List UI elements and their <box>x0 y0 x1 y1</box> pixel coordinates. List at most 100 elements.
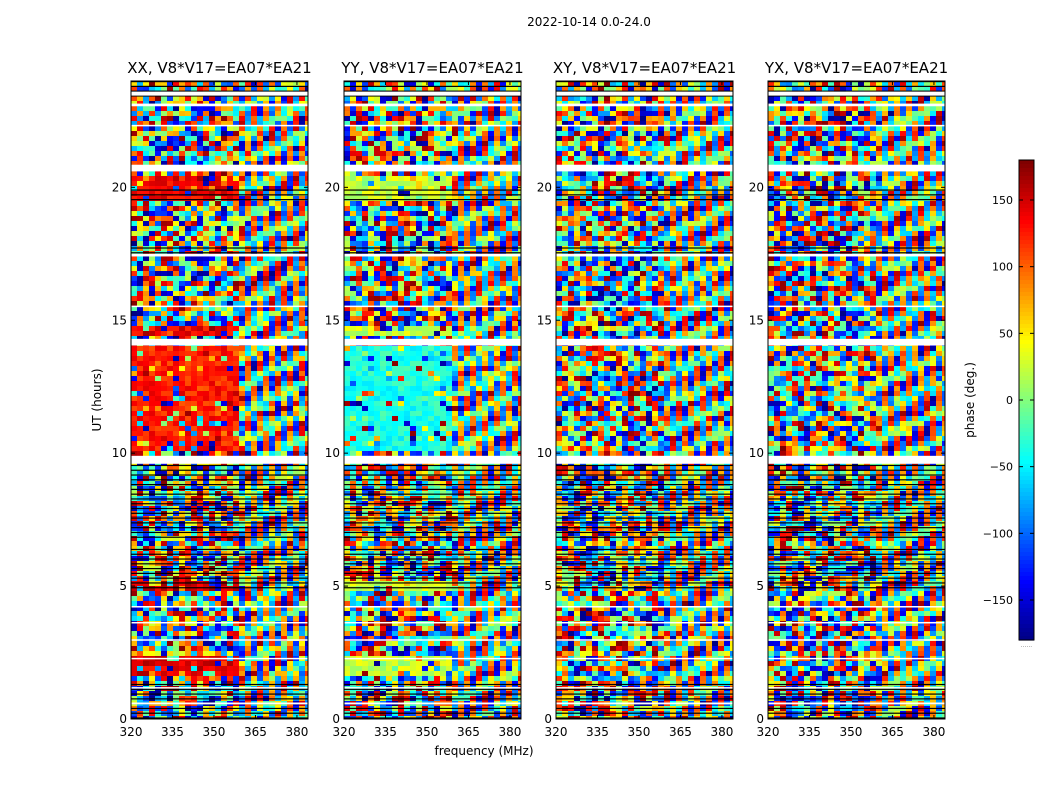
colorbar-step <box>1019 420 1034 425</box>
y-tick-label: 0 <box>332 712 340 726</box>
colorbar-step <box>1019 564 1034 569</box>
y-tick-label: 5 <box>756 579 764 593</box>
colorbar-label: phase (deg.) <box>963 362 977 438</box>
colorbar-step <box>1019 212 1034 217</box>
y-tick-label: 0 <box>544 712 552 726</box>
colorbar-step <box>1019 464 1034 469</box>
y-axis-label: UT (hours) <box>90 368 104 431</box>
colorbar-step <box>1019 236 1034 241</box>
colorbar-step <box>1019 360 1034 365</box>
x-tick-label: 350 <box>416 725 439 739</box>
y-tick-label: 10 <box>112 446 127 460</box>
colorbar-step <box>1019 356 1034 361</box>
colorbar-step <box>1019 312 1034 317</box>
colorbar-step <box>1019 228 1034 233</box>
colorbar-step <box>1019 600 1034 605</box>
colorbar-step <box>1019 588 1034 593</box>
x-tick-label: 320 <box>120 725 143 739</box>
colorbar-step <box>1019 380 1034 385</box>
colorbar-step <box>1019 416 1034 421</box>
colorbar-step <box>1019 460 1034 465</box>
panel-2-heatmap <box>556 81 733 719</box>
panel-2-title: XY, V8*V17=EA07*EA21 <box>553 59 736 77</box>
panel-3-frame <box>767 80 946 720</box>
colorbar-step <box>1019 584 1034 589</box>
colorbar-step <box>1019 160 1034 165</box>
colorbar-step <box>1019 348 1034 353</box>
colorbar-step <box>1019 572 1034 577</box>
x-tick-label: 320 <box>333 725 356 739</box>
colorbar-step <box>1019 328 1034 333</box>
colorbar-step <box>1019 480 1034 485</box>
x-tick-label: 380 <box>922 725 945 739</box>
x-tick-label: 335 <box>161 725 184 739</box>
colorbar-step <box>1019 508 1034 513</box>
colorbar-step <box>1019 340 1034 345</box>
colorbar-step <box>1019 484 1034 489</box>
colorbar-step <box>1019 368 1034 373</box>
colorbar-step <box>1019 500 1034 505</box>
panel-1: YY, V8*V17=EA07*EA21 320 335 350 365 380 0 5 10 1… <box>325 59 524 739</box>
colorbar-step <box>1019 384 1034 389</box>
x-tick-label: 350 <box>628 725 651 739</box>
y-tick-label: 15 <box>112 313 127 327</box>
colorbar-step <box>1019 540 1034 545</box>
y-tick-label: 20 <box>749 180 764 194</box>
y-tick-label: 10 <box>537 446 552 460</box>
colorbar-step <box>1019 308 1034 313</box>
colorbar-step <box>1019 624 1034 629</box>
colorbar-step <box>1019 396 1034 401</box>
x-tick-label: 380 <box>710 725 733 739</box>
colorbar-step <box>1019 268 1034 273</box>
x-tick-label: 350 <box>840 725 863 739</box>
panel-3-heatmap <box>768 81 945 719</box>
panel-0: XX, V8*V17=EA07*EA21 320 335 350 365 380 0 5 10 1… <box>112 59 312 739</box>
colorbar-step <box>1019 552 1034 557</box>
colorbar-step <box>1019 400 1034 405</box>
panel-0-frame <box>130 80 309 720</box>
colorbar-step <box>1019 636 1034 641</box>
colorbar-step <box>1019 316 1034 321</box>
colorbar-step <box>1019 372 1034 377</box>
colorbar-step <box>1019 492 1034 497</box>
panel-1-heatmap <box>344 81 521 719</box>
colorbar-step <box>1019 288 1034 293</box>
colorbar-step <box>1019 216 1034 221</box>
panel-1-frame <box>343 80 522 720</box>
colorbar-step <box>1019 232 1034 237</box>
x-axis-label: frequency (MHz) <box>434 744 533 758</box>
x-tick-label: 350 <box>203 725 226 739</box>
y-tick-label: 15 <box>537 313 552 327</box>
y-tick-label: 5 <box>332 579 340 593</box>
panel-2: XY, V8*V17=EA07*EA21 320 335 350 365 380 0 5 10 1… <box>537 59 736 739</box>
colorbar-step <box>1019 520 1034 525</box>
colorbar-step <box>1019 284 1034 289</box>
colorbar-step <box>1019 536 1034 541</box>
colorbar-step <box>1019 428 1034 433</box>
colorbar-step <box>1019 488 1034 493</box>
colorbar-step <box>1019 172 1034 177</box>
colorbar-step <box>1019 436 1034 441</box>
x-tick-label: 380 <box>498 725 521 739</box>
colorbar-tick-label: 100 <box>992 261 1013 274</box>
colorbar-step <box>1019 612 1034 617</box>
colorbar-step <box>1019 260 1034 265</box>
colorbar-step <box>1019 292 1034 297</box>
colorbar-step <box>1019 560 1034 565</box>
colorbar-step <box>1019 168 1034 173</box>
y-tick-label: 5 <box>544 579 552 593</box>
colorbar-step <box>1019 468 1034 473</box>
colorbar-step <box>1019 352 1034 357</box>
colorbar-step <box>1019 364 1034 369</box>
colorbar-step <box>1019 272 1034 277</box>
colorbar-step <box>1019 220 1034 225</box>
colorbar-step <box>1019 504 1034 509</box>
panel-0-title: XX, V8*V17=EA07*EA21 <box>127 59 311 77</box>
colorbar-step <box>1019 164 1034 169</box>
x-tick-label: 365 <box>881 725 904 739</box>
colorbar-step <box>1019 408 1034 413</box>
colorbar-step <box>1019 608 1034 613</box>
colorbar-step <box>1019 528 1034 533</box>
colorbar-step <box>1019 392 1034 397</box>
